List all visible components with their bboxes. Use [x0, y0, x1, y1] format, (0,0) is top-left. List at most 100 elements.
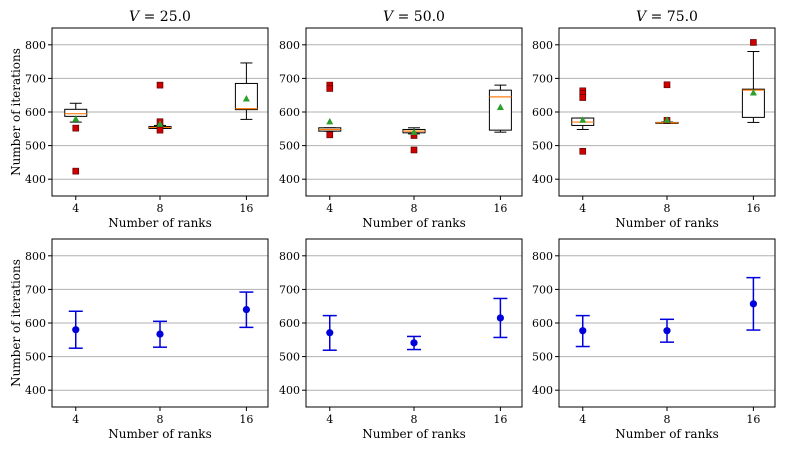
y-tick-label: 500 — [532, 140, 553, 153]
mean-marker — [663, 116, 671, 123]
x-tick-label: 4 — [326, 202, 333, 215]
errorbar-4 — [322, 314, 337, 351]
title-value: = 75.0 — [646, 9, 698, 25]
x-tick-label: 8 — [157, 202, 164, 215]
outlier-marker — [326, 131, 334, 139]
mean-marker — [72, 115, 80, 122]
y-tick-label: 500 — [25, 140, 46, 153]
axes-frame — [51, 27, 269, 197]
title-value: = 50.0 — [393, 9, 445, 25]
y-tick-label: 400 — [25, 173, 46, 186]
axes-frame — [305, 27, 523, 197]
y-tick-label: 700 — [279, 72, 300, 85]
y-tick-label: 400 — [279, 384, 300, 397]
y-tick-label: 600 — [279, 317, 300, 330]
y-tick-label: 500 — [279, 351, 300, 364]
axes-frame — [558, 27, 776, 197]
y-tick-label: 700 — [532, 72, 553, 85]
axes-frame — [305, 238, 523, 408]
x-tick-label: 16 — [493, 202, 507, 215]
mean-marker — [749, 89, 757, 96]
x-tick-label: 16 — [746, 202, 760, 215]
x-tick-label: 8 — [664, 202, 671, 215]
box-4 — [318, 81, 342, 139]
x-axis-label: Number of ranks — [362, 427, 465, 441]
outlier-marker — [156, 126, 164, 134]
title-variable: V — [636, 9, 648, 25]
box-16 — [488, 84, 512, 133]
y-axis-label: Number of iterations — [9, 48, 23, 176]
outlier-marker — [750, 39, 757, 46]
x-axis-label: Number of ranks — [362, 216, 465, 230]
mean-marker — [410, 128, 418, 135]
panel-2: 400 500 600 700 800 4 8 16 Number of ranks V = 50… — [279, 9, 523, 230]
x-axis-label: Number of ranks — [615, 427, 718, 441]
box-8 — [402, 127, 426, 154]
axes-frame — [51, 238, 269, 408]
y-tick-label: 600 — [25, 317, 46, 330]
mean-point — [663, 327, 671, 335]
box-4 — [571, 87, 595, 155]
x-tick-label: 8 — [411, 202, 418, 215]
outlier-marker — [72, 124, 80, 132]
x-tick-label: 8 — [664, 413, 671, 426]
x-tick-label: 4 — [72, 413, 79, 426]
y-tick-label: 600 — [532, 106, 553, 119]
y-tick-label: 500 — [532, 351, 553, 364]
y-tick-label: 800 — [25, 39, 46, 52]
x-tick-label: 4 — [579, 202, 586, 215]
y-tick-label: 400 — [532, 384, 553, 397]
y-tick-label: 700 — [25, 283, 46, 296]
outlier-marker — [410, 146, 418, 154]
mean-point — [410, 339, 418, 347]
x-tick-label: 8 — [157, 413, 164, 426]
mean-marker — [242, 95, 250, 102]
panel-3: 400 500 600 700 800 4 8 16 Number of ranks V = 75… — [532, 9, 776, 230]
mean-point — [156, 330, 164, 338]
y-tick-label: 400 — [532, 173, 553, 186]
box-16 — [741, 39, 765, 123]
y-tick-label: 800 — [279, 39, 300, 52]
panel-title: V = 75.0 — [636, 9, 698, 25]
y-tick-label: 500 — [279, 140, 300, 153]
x-tick-label: 4 — [326, 413, 333, 426]
mean-point — [749, 300, 758, 308]
panel-title: V = 50.0 — [383, 9, 445, 25]
y-tick-label: 800 — [532, 250, 553, 263]
axes-frame — [558, 238, 776, 408]
outlier-marker — [579, 94, 587, 101]
x-tick-label: 16 — [493, 413, 507, 426]
mean-point — [72, 326, 80, 334]
y-tick-label: 800 — [25, 250, 46, 263]
y-tick-label: 800 — [532, 39, 553, 52]
mean-marker — [326, 117, 334, 125]
outlier-marker — [663, 81, 671, 89]
outlier-marker — [326, 85, 334, 92]
panel-4: 400 500 600 700 800 4 8 16 Number of ranks Number… — [9, 238, 269, 441]
x-axis-label: Number of ranks — [108, 427, 211, 441]
x-axis-label: Number of ranks — [108, 216, 211, 230]
y-tick-label: 700 — [25, 72, 46, 85]
x-tick-label: 16 — [239, 413, 253, 426]
mean-point — [326, 329, 334, 337]
y-tick-label: 800 — [279, 250, 300, 263]
errorbar-8 — [407, 335, 421, 351]
panel-title: V = 25.0 — [129, 9, 191, 25]
x-tick-label: 16 — [239, 202, 253, 215]
y-tick-label: 400 — [25, 384, 46, 397]
y-tick-label: 700 — [279, 283, 300, 296]
errorbar-4 — [68, 310, 83, 349]
mean-point — [496, 314, 504, 322]
panel-1: 400 500 600 700 800 4 8 16 Number of ranks Number… — [9, 9, 269, 230]
mean-marker — [156, 120, 164, 127]
x-tick-label: 8 — [411, 413, 418, 426]
x-axis-label: Number of ranks — [615, 216, 718, 230]
errorbar-16 — [746, 276, 761, 331]
mean-marker — [496, 103, 504, 110]
y-tick-label: 600 — [25, 106, 46, 119]
errorbar-8 — [153, 320, 167, 348]
panel-6: 400 500 600 700 800 4 8 16 Number of ranks — [532, 238, 776, 441]
errorbar-8 — [660, 318, 674, 343]
mean-point — [242, 305, 250, 314]
